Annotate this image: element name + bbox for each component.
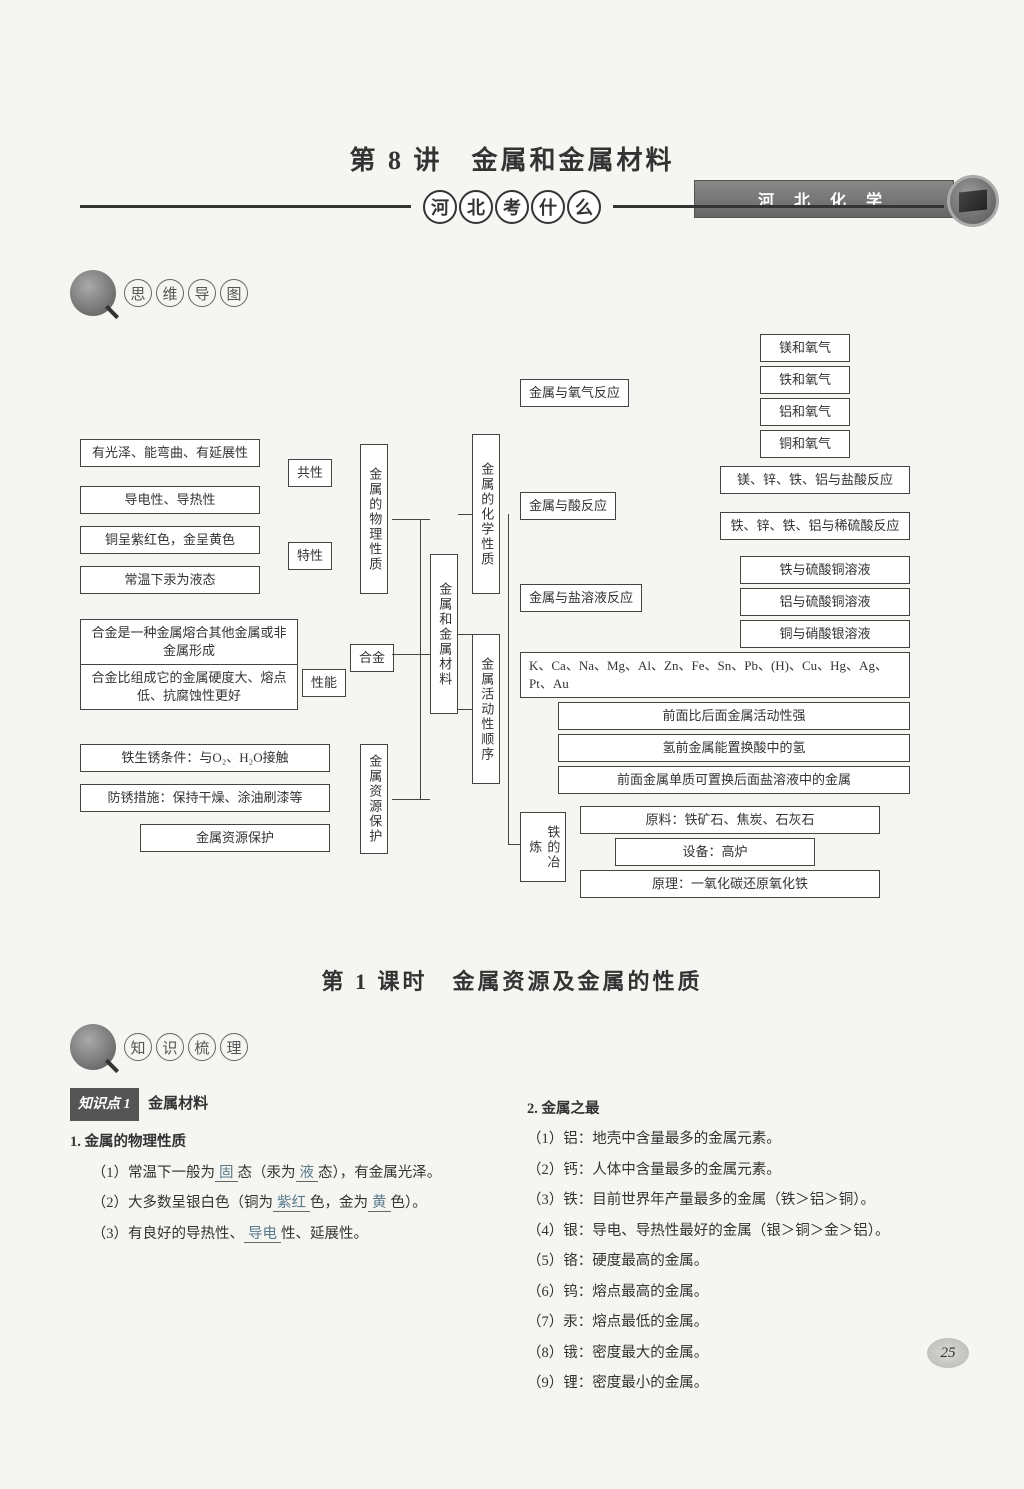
line-2: （2）大多数呈银白色（铜为紫红色，金为黄色）。: [70, 1188, 497, 1218]
section-banner: 河 北 考 什 么: [80, 205, 944, 242]
node-ox-0: 镁和氧气: [760, 334, 850, 362]
subheading-knowledge: 知 识 梳 理: [70, 1024, 954, 1070]
node-smelt-0: 原料：铁矿石、焦炭、石灰石: [580, 806, 880, 834]
node-common-label: 共性: [288, 459, 332, 487]
node-ox-2: 铝和氧气: [760, 398, 850, 426]
node-activity: 金属活动性顺序: [472, 634, 500, 784]
r-item: （9）锂：密度最小的金属。: [527, 1368, 954, 1398]
node-series: K、Ca、Na、Mg、Al、Zn、Fe、Sn、Pb、(H)、Cu、Hg、Ag、P…: [520, 652, 910, 698]
node-rule-0: 前面比后面金属活动性强: [558, 702, 910, 730]
blank-3: 紫红: [273, 1195, 310, 1212]
node-special-1: 常温下汞为液态: [80, 566, 260, 594]
node-special-label: 特性: [288, 542, 332, 570]
banner-badge: 河 北 考 什 么: [411, 190, 613, 224]
r-item: （1）铝：地壳中含量最多的金属元素。: [527, 1124, 954, 1154]
book-icon: [947, 175, 999, 227]
node-salt-2: 铜与硝酸银溶液: [740, 620, 910, 648]
node-alloy-perf-label: 性能: [302, 669, 346, 697]
blank-5: 导电: [244, 1226, 281, 1243]
badge-char: 河: [423, 190, 457, 224]
badge-char: 考: [495, 190, 529, 224]
r-item: （3）铁：目前世界年产量最多的金属（铁＞铝＞铜）。: [527, 1185, 954, 1215]
node-smelt-2: 原理：一氧化碳还原氧化铁: [580, 870, 880, 898]
badge-char: 什: [531, 190, 565, 224]
circ-char: 图: [220, 279, 248, 307]
node-smelt: 铁的冶炼: [520, 812, 566, 882]
lesson-title: 第 1 课时 金属资源及金属的性质: [0, 964, 1024, 996]
kp-title: 金属材料: [148, 1096, 208, 1112]
node-acid-1: 铁、锌、铁、铝与稀硫酸反应: [720, 512, 910, 540]
blank-2: 液: [296, 1165, 319, 1182]
chapter-title: 第 8 讲 金属和金属材料: [0, 140, 1024, 177]
r-item: （7）汞：熔点最低的金属。: [527, 1307, 954, 1337]
line-1: （1）常温下一般为固态（汞为液态），有金属光泽。: [70, 1158, 497, 1188]
node-common-1: 导电性、导热性: [80, 486, 260, 514]
r-item: （4）银：导电、导热性最好的金属（银＞铜＞金＞铝）。: [527, 1216, 954, 1246]
r-item: （8）锇：密度最大的金属。: [527, 1338, 954, 1368]
node-alloy-label: 合金: [350, 644, 394, 672]
r-item: （2）钙：人体中含量最多的金属元素。: [527, 1155, 954, 1185]
subheading-mindmap: 思 维 导 图: [70, 270, 954, 316]
node-center: 金属和金属材料: [430, 554, 458, 714]
badge-char: 北: [459, 190, 493, 224]
node-chem: 金属的化学性质: [472, 434, 500, 594]
circ-char: 导: [188, 279, 216, 307]
node-alloy-perf: 合金比组成它的金属硬度大、熔点低、抗腐蚀性更好: [80, 664, 298, 710]
col-left: 知识点 1 金属材料 1. 金属的物理性质 （1）常温下一般为固态（汞为液态），…: [70, 1088, 497, 1398]
badge-char: 么: [567, 190, 601, 224]
r-item: （6）钨：熔点最高的金属。: [527, 1277, 954, 1307]
circ-char: 梳: [188, 1033, 216, 1061]
kp-badge: 知识点 1: [70, 1088, 139, 1121]
node-acid-0: 镁、锌、铁、铝与盐酸反应: [720, 466, 910, 494]
node-alloy-def: 合金是一种金属熔合其他金属或非金属形成: [80, 619, 298, 665]
magnifier-icon: [70, 1024, 116, 1070]
line-3: （3）有良好的导热性、导电性、延展性。: [70, 1219, 497, 1249]
node-oxygen: 金属与氧气反应: [520, 379, 629, 407]
node-smelt-1: 设备：高炉: [615, 838, 815, 866]
col-right: 2. 金属之最 （1）铝：地壳中含量最多的金属元素。 （2）钙：人体中含量最多的…: [527, 1088, 954, 1398]
node-salt: 金属与盐溶液反应: [520, 584, 642, 612]
circ-char: 知: [124, 1033, 152, 1061]
node-protect-0: 铁生锈条件：与O₂、H₂O接触: [80, 744, 330, 772]
node-rule-2: 前面金属单质可置换后面盐溶液中的金属: [558, 766, 910, 794]
blank-4: 黄: [368, 1195, 391, 1212]
blank-1: 固: [215, 1165, 238, 1182]
node-ox-1: 铁和氧气: [760, 366, 850, 394]
circ-char: 维: [156, 279, 184, 307]
circ-char: 识: [156, 1033, 184, 1061]
content-columns: 知识点 1 金属材料 1. 金属的物理性质 （1）常温下一般为固态（汞为液态），…: [70, 1088, 954, 1398]
circ-char: 思: [124, 279, 152, 307]
sub-h1: 1. 金属的物理性质: [70, 1127, 497, 1157]
node-common-0: 有光泽、能弯曲、有延展性: [80, 439, 260, 467]
node-protect-label: 金属资源保护: [360, 744, 388, 854]
node-rule-1: 氢前金属能置换酸中的氢: [558, 734, 910, 762]
sub-h2: 2. 金属之最: [527, 1094, 954, 1124]
r-item: （5）铬：硬度最高的金属。: [527, 1246, 954, 1276]
node-protect-2: 金属资源保护: [140, 824, 330, 852]
node-special-0: 铜呈紫红色，金呈黄色: [80, 526, 260, 554]
node-protect-1: 防锈措施：保持干燥、涂油刷漆等: [80, 784, 330, 812]
node-salt-1: 铝与硫酸铜溶液: [740, 588, 910, 616]
circ-char: 理: [220, 1033, 248, 1061]
page-number: 25: [927, 1338, 969, 1368]
mindmap: 金属和金属材料 金属的物理性质 共性 特性 有光泽、能弯曲、有延展性 导电性、导…: [60, 334, 964, 924]
node-acid: 金属与酸反应: [520, 492, 616, 520]
magnifier-icon: [70, 270, 116, 316]
node-ox-3: 铜和氧气: [760, 430, 850, 458]
node-physical: 金属的物理性质: [360, 444, 388, 594]
node-salt-0: 铁与硫酸铜溶液: [740, 556, 910, 584]
